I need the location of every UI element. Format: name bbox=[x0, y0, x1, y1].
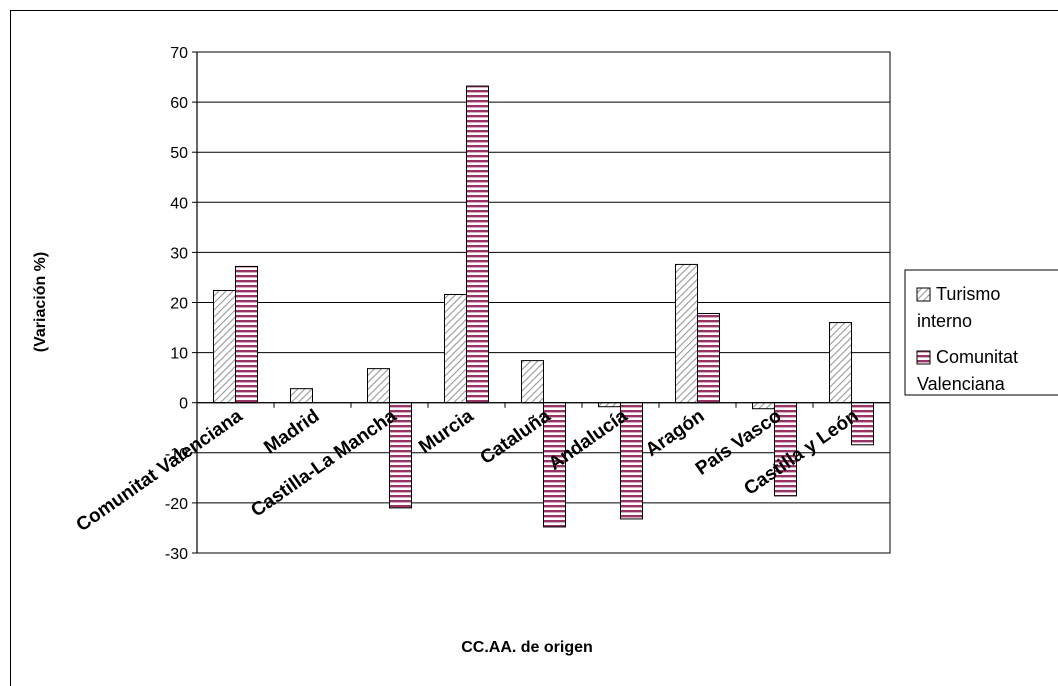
y-tick-label: -20 bbox=[165, 496, 188, 513]
bar-turismo-interno bbox=[213, 289, 236, 404]
legend-label: Comunitat bbox=[936, 347, 1018, 367]
legend-label: Turismo bbox=[936, 284, 1000, 304]
bar-turismo-interno bbox=[367, 368, 390, 404]
y-tick-label: 60 bbox=[170, 95, 188, 112]
y-tick-label: 0 bbox=[179, 396, 188, 413]
legend: Turismo interno Comunitat Valenciana bbox=[904, 269, 1058, 396]
bar-turismo-interno bbox=[290, 388, 313, 404]
axes bbox=[196, 52, 891, 553]
y-tick-label: 30 bbox=[170, 245, 188, 262]
bars bbox=[213, 85, 874, 528]
x-axis-title: CC.AA. de origen bbox=[461, 639, 593, 656]
y-tick-label: 20 bbox=[170, 296, 188, 313]
legend-swatch bbox=[916, 287, 931, 302]
bar-turismo-interno bbox=[521, 360, 544, 404]
y-axis-ticks: 70 60 50 40 30 20 10 0 -10 -20 -30 bbox=[165, 45, 188, 563]
bar-turismo-interno bbox=[675, 263, 698, 404]
bar-turismo-interno bbox=[444, 293, 467, 404]
legend-label: Valenciana bbox=[917, 374, 1006, 394]
y-tick-label: -10 bbox=[165, 446, 188, 463]
bar-comunitat-valenciana bbox=[235, 265, 258, 404]
legend-label: interno bbox=[917, 311, 972, 331]
bar-turismo-interno bbox=[829, 322, 852, 404]
legend-swatch bbox=[916, 350, 931, 365]
y-tick-label: 10 bbox=[170, 346, 188, 363]
y-tick-label: 70 bbox=[170, 45, 188, 62]
y-axis-title: (Variación %) bbox=[32, 252, 49, 352]
y-tick-label: -30 bbox=[165, 546, 188, 563]
bar-comunitat-valenciana bbox=[466, 85, 489, 404]
bar-comunitat-valenciana bbox=[697, 313, 720, 404]
y-tick-label: 40 bbox=[170, 195, 188, 212]
y-tick-label: 50 bbox=[170, 145, 188, 162]
